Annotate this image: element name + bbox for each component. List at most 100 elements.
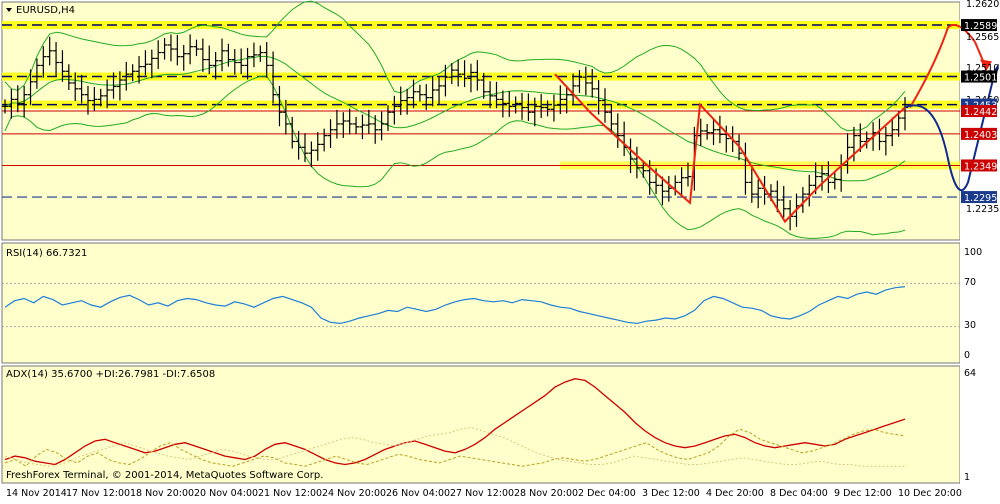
price-bar[interactable] (608, 105, 615, 131)
price-bar[interactable] (91, 87, 98, 112)
price-bar[interactable] (416, 84, 423, 102)
price-bar[interactable] (148, 49, 155, 79)
price-bar[interactable] (576, 70, 583, 93)
price-bar[interactable] (219, 38, 226, 72)
price-bar[interactable] (116, 71, 123, 101)
price-bar[interactable] (33, 58, 40, 89)
price-bar[interactable] (180, 44, 187, 71)
price-bar[interactable] (212, 51, 219, 80)
price-bar[interactable] (187, 34, 194, 65)
price-bar[interactable] (640, 160, 647, 178)
price-bar[interactable] (27, 69, 34, 106)
price-bar[interactable] (282, 99, 289, 135)
main-panel[interactable] (1, 1, 961, 241)
price-bar[interactable] (340, 112, 347, 138)
price-bar[interactable] (844, 133, 851, 174)
price-bar[interactable] (544, 100, 551, 117)
price-bar[interactable] (716, 115, 723, 144)
price-bar[interactable] (806, 174, 813, 207)
price-bar[interactable] (474, 60, 481, 91)
price-bar[interactable] (850, 126, 857, 162)
price-bar[interactable] (129, 64, 136, 82)
price-bar[interactable] (65, 64, 72, 90)
price-bar[interactable] (710, 119, 717, 145)
price-bar[interactable] (602, 88, 608, 123)
price-bar[interactable] (372, 115, 379, 144)
price-bar[interactable] (519, 92, 526, 120)
price-bar[interactable] (174, 35, 181, 66)
price-bar[interactable] (193, 39, 200, 57)
price-bar[interactable] (314, 132, 321, 161)
price-bar[interactable] (531, 97, 538, 127)
price-bar[interactable] (455, 59, 462, 87)
price-bar[interactable] (889, 117, 896, 147)
price-bar[interactable] (550, 94, 557, 122)
price-bar[interactable] (244, 47, 251, 80)
price-bar[interactable] (684, 162, 691, 187)
price-bar[interactable] (493, 81, 500, 109)
price-bar[interactable] (289, 116, 296, 149)
price-bar[interactable] (404, 88, 411, 115)
price-bar[interactable] (257, 45, 264, 62)
price-bar[interactable] (231, 49, 238, 75)
price-bar[interactable] (321, 128, 328, 152)
price-bar[interactable] (595, 80, 602, 115)
price-bar[interactable] (46, 36, 53, 66)
price-bar[interactable] (155, 40, 162, 69)
price-bar[interactable] (563, 85, 570, 114)
price-bar[interactable] (21, 85, 28, 118)
price-bar[interactable] (40, 46, 47, 78)
price-bar[interactable] (53, 42, 60, 77)
price-bar[interactable] (276, 85, 283, 127)
price-bar[interactable] (161, 37, 168, 60)
symbol-dropdown-icon[interactable] (6, 8, 12, 12)
price-bar[interactable] (882, 126, 889, 156)
price-bar[interactable] (72, 72, 79, 102)
price-bar[interactable] (359, 114, 366, 140)
price-bar[interactable] (774, 180, 781, 213)
price-bar[interactable] (142, 50, 149, 76)
price-bar[interactable] (391, 95, 398, 125)
price-bar[interactable] (863, 131, 870, 149)
price-bar[interactable] (270, 51, 277, 104)
price-bar[interactable] (748, 168, 755, 203)
price-bar[interactable] (384, 105, 391, 131)
price-bar[interactable] (704, 123, 711, 140)
price-bar[interactable] (238, 48, 245, 75)
price-bar[interactable] (295, 130, 302, 160)
price-bar[interactable] (589, 68, 596, 98)
price-bar[interactable] (423, 84, 430, 110)
price-bar[interactable] (97, 88, 104, 107)
price-bar[interactable] (397, 86, 404, 116)
price-bar[interactable] (780, 185, 787, 218)
price-bar[interactable] (365, 109, 372, 134)
price-bar[interactable] (697, 118, 704, 147)
price-bar[interactable] (110, 72, 117, 99)
price-bar[interactable] (582, 66, 589, 96)
price-bar[interactable] (646, 160, 653, 195)
price-bar[interactable] (538, 94, 545, 119)
price-bar[interactable] (78, 74, 85, 104)
price-bar[interactable] (512, 96, 519, 114)
price-bar[interactable] (755, 179, 762, 209)
price-bar[interactable] (480, 73, 487, 99)
price-bar[interactable] (104, 79, 111, 109)
price-bar[interactable] (557, 85, 564, 114)
price-bar[interactable] (410, 79, 417, 109)
price-bar[interactable] (895, 111, 902, 137)
price-bar[interactable] (167, 34, 174, 62)
price-bar[interactable] (250, 42, 257, 68)
price-bar[interactable] (333, 109, 340, 139)
price-bar[interactable] (499, 90, 506, 118)
adx-panel[interactable] (1, 365, 961, 484)
price-bar[interactable] (353, 116, 360, 134)
price-bar[interactable] (633, 146, 640, 179)
price-bar[interactable] (436, 77, 443, 105)
price-bar[interactable] (448, 63, 455, 85)
price-bar[interactable] (59, 50, 66, 82)
price-bar[interactable] (263, 42, 270, 78)
price-bar[interactable] (678, 167, 685, 195)
price-bar[interactable] (199, 38, 206, 72)
price-bar[interactable] (467, 63, 474, 93)
price-bar[interactable] (665, 175, 672, 202)
